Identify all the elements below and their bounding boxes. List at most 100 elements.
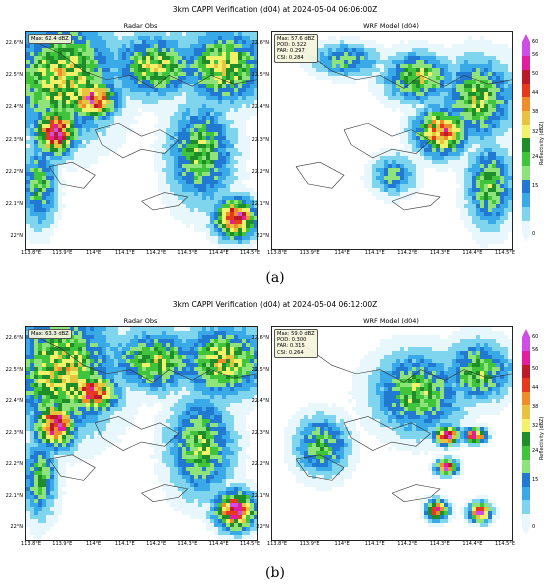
reflectivity-cell [222, 164, 226, 168]
reflectivity-cell [440, 104, 444, 108]
reflectivity-cell [320, 64, 324, 68]
reflectivity-cell [110, 140, 114, 144]
reflectivity-cell [90, 124, 94, 128]
reflectivity-cell [198, 184, 202, 188]
reflectivity-cell [190, 52, 194, 56]
reflectivity-cell [166, 32, 170, 36]
reflectivity-cell [206, 176, 210, 180]
reflectivity-cell [126, 96, 130, 100]
reflectivity-cell [70, 76, 74, 80]
reflectivity-cell [388, 168, 392, 172]
reflectivity-cell [348, 76, 352, 80]
reflectivity-cell [90, 327, 94, 331]
reflectivity-cell [78, 96, 82, 100]
reflectivity-cell [122, 363, 126, 367]
reflectivity-cell [202, 136, 206, 140]
reflectivity-cell [114, 339, 118, 343]
reflectivity-cell [230, 244, 234, 248]
reflectivity-cell [74, 40, 78, 44]
reflectivity-cell [484, 124, 488, 128]
reflectivity-cell [500, 172, 504, 176]
reflectivity-cell [178, 112, 182, 116]
reflectivity-cell [126, 92, 130, 96]
reflectivity-cell [114, 375, 118, 379]
reflectivity-cell [106, 387, 110, 391]
reflectivity-cell [158, 164, 162, 168]
reflectivity-cell [158, 371, 162, 375]
reflectivity-cell [222, 136, 226, 140]
reflectivity-cell [456, 108, 460, 112]
reflectivity-cell [238, 92, 242, 96]
reflectivity-cell [46, 359, 50, 363]
reflectivity-cell [340, 56, 344, 60]
reflectivity-cell [66, 375, 70, 379]
reflectivity-cell [206, 104, 210, 108]
reflectivity-cell [440, 48, 444, 52]
reflectivity-cell [154, 112, 158, 116]
reflectivity-cell [94, 152, 98, 156]
reflectivity-cell [234, 331, 238, 335]
reflectivity-cell [380, 80, 384, 84]
reflectivity-cell [102, 96, 106, 100]
reflectivity-cell [158, 160, 162, 164]
reflectivity-cell [46, 383, 50, 387]
reflectivity-cell [234, 148, 238, 152]
reflectivity-cell [78, 355, 82, 359]
reflectivity-cell [122, 120, 126, 124]
reflectivity-cell [62, 84, 66, 88]
reflectivity-cell [74, 120, 78, 124]
reflectivity-cell [460, 100, 464, 104]
reflectivity-cell [42, 387, 46, 391]
reflectivity-cell [26, 132, 30, 136]
reflectivity-cell [42, 339, 46, 343]
reflectivity-cell [38, 148, 42, 152]
reflectivity-cell [174, 168, 178, 172]
reflectivity-cell [162, 140, 166, 144]
reflectivity-cell [218, 48, 222, 52]
reflectivity-cell [480, 36, 484, 40]
reflectivity-cell [34, 156, 38, 160]
reflectivity-cell [352, 48, 356, 52]
reflectivity-cell [396, 68, 400, 72]
reflectivity-cell [222, 88, 226, 92]
reflectivity-cell [488, 184, 492, 188]
reflectivity-cell [70, 108, 74, 112]
reflectivity-cell [400, 100, 404, 104]
reflectivity-cell [238, 68, 242, 72]
reflectivity-cell [130, 367, 134, 371]
reflectivity-cell [484, 152, 488, 156]
reflectivity-cell [226, 240, 230, 244]
reflectivity-cell [106, 84, 110, 88]
reflectivity-cell [106, 347, 110, 351]
reflectivity-cell [242, 32, 246, 36]
reflectivity-cell [424, 96, 428, 100]
reflectivity-cell [404, 184, 408, 188]
reflectivity-cell [46, 379, 50, 383]
reflectivity-cell [472, 180, 476, 184]
reflectivity-cell [90, 88, 94, 92]
reflectivity-cell [158, 124, 162, 128]
reflectivity-cell [472, 112, 476, 116]
reflectivity-cell [118, 136, 122, 140]
reflectivity-cell [38, 160, 42, 164]
reflectivity-cell [250, 208, 254, 212]
reflectivity-cell [194, 32, 198, 36]
reflectivity-cell [98, 351, 102, 355]
reflectivity-cell [214, 44, 218, 48]
reflectivity-cell [210, 192, 214, 196]
reflectivity-cell [440, 44, 444, 48]
reflectivity-cell [226, 387, 230, 391]
reflectivity-cell [62, 379, 66, 383]
reflectivity-cell [182, 140, 186, 144]
reflectivity-cell [222, 387, 226, 391]
reflectivity-cell [234, 108, 238, 112]
reflectivity-cell [210, 371, 214, 375]
reflectivity-cell [324, 72, 328, 76]
reflectivity-cell [54, 164, 58, 168]
reflectivity-cell [484, 44, 488, 48]
reflectivity-cell [38, 224, 42, 228]
reflectivity-cell [138, 76, 142, 80]
reflectivity-cell [504, 100, 508, 104]
reflectivity-cell [74, 60, 78, 64]
reflectivity-cell [202, 96, 206, 100]
